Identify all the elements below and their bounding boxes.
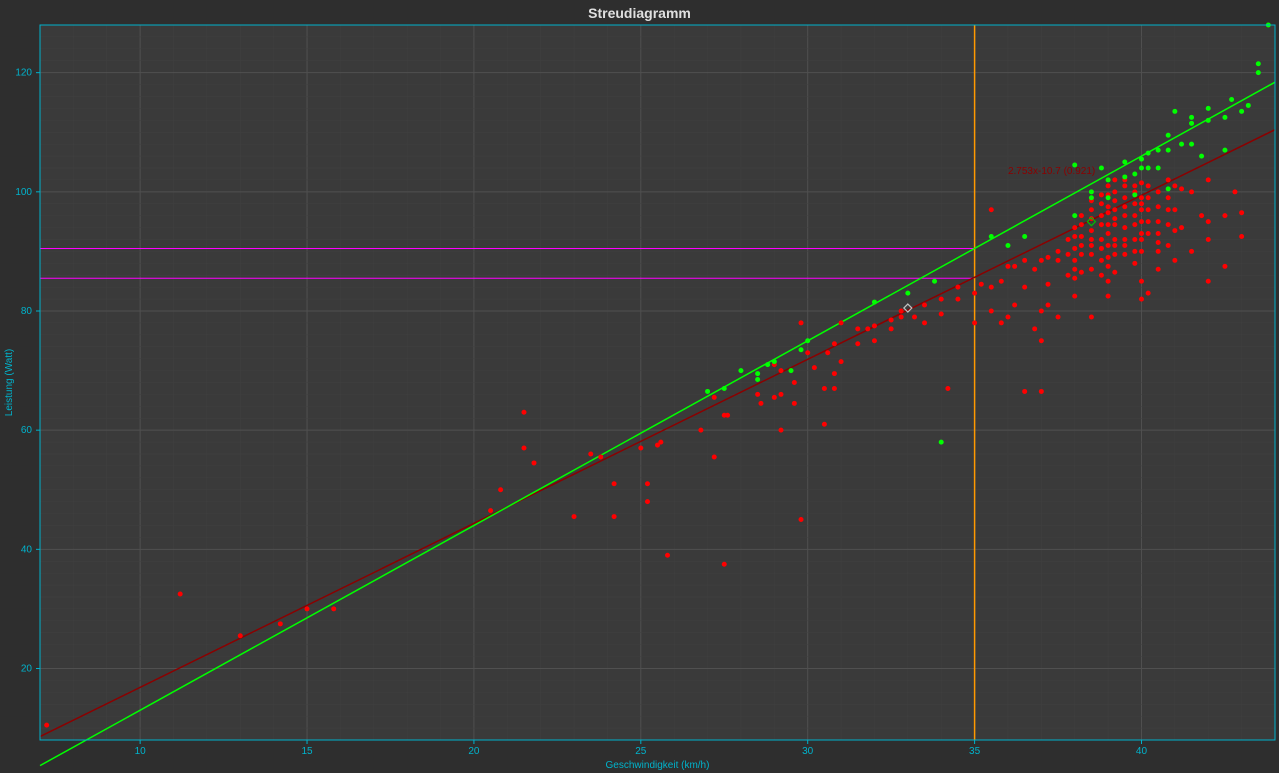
svg-text:35: 35	[969, 746, 981, 757]
svg-text:120: 120	[15, 68, 32, 79]
svg-text:25: 25	[635, 746, 647, 757]
svg-text:80: 80	[21, 306, 33, 317]
svg-text:15: 15	[301, 746, 313, 757]
chart-svg: 2.753x-10.7 (0.921) 10 15 20 25 30 35 40 20 40 60 8…	[0, 0, 1279, 773]
svg-text:30: 30	[802, 746, 814, 757]
svg-text:Geschwindigkeit (km/h): Geschwindigkeit (km/h)	[606, 760, 710, 771]
svg-text:Leistung (Watt): Leistung (Watt)	[4, 349, 15, 416]
svg-text:20: 20	[21, 664, 33, 675]
svg-text:10: 10	[135, 746, 147, 757]
scatter-chart: Streudiagramm 2.753x-10.7 (0.921)1015202…	[0, 0, 1279, 773]
svg-text:60: 60	[21, 425, 33, 436]
svg-text:40: 40	[1136, 746, 1148, 757]
svg-text:20: 20	[468, 746, 480, 757]
svg-text:100: 100	[15, 187, 32, 198]
svg-text:2.753x-10.7 (0.921): 2.753x-10.7 (0.921)	[1008, 166, 1095, 177]
chart-title: Streudiagramm	[0, 5, 1279, 21]
svg-text:40: 40	[21, 544, 33, 555]
